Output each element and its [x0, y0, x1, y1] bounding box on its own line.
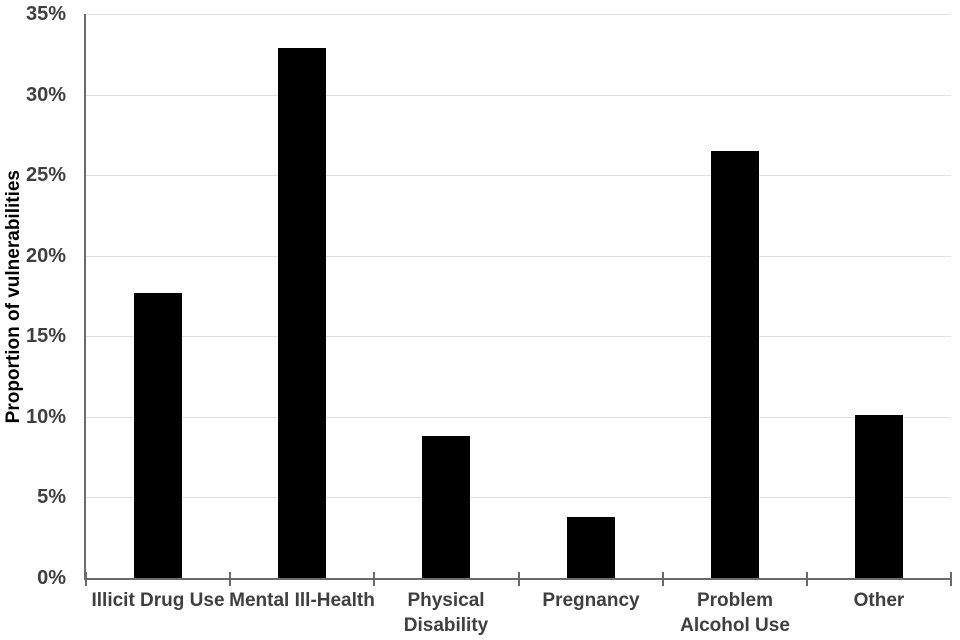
x-axis-category-label-line: Alcohol Use — [680, 615, 790, 636]
y-axis-tick-label: 0% — [37, 567, 66, 589]
x-axis-tick-mark — [229, 572, 231, 586]
gridline — [86, 256, 951, 257]
bar — [134, 293, 182, 578]
x-axis-category-label-line: Other — [853, 590, 905, 611]
x-axis-category-label: Illicit Drug Use — [91, 588, 224, 613]
x-axis-category-label-line: Mental Ill-Health — [229, 590, 375, 611]
bar — [711, 151, 759, 578]
x-axis-category-label: Mental Ill-Health — [229, 588, 375, 613]
x-axis-category-label-line: Physical — [407, 590, 485, 611]
gridline — [86, 95, 951, 96]
y-axis-tick-label: 15% — [25, 325, 66, 347]
gridline — [86, 175, 951, 176]
y-axis-tick-label: 10% — [25, 406, 66, 428]
gridline — [86, 336, 951, 337]
y-axis-tick-label: 30% — [25, 84, 66, 106]
x-axis-category-label: Problem Alcohol Use — [680, 588, 790, 638]
x-axis-tick-mark — [662, 572, 664, 586]
x-axis-category-label-line: Pregnancy — [542, 590, 640, 611]
x-axis-tick-mark — [518, 572, 520, 586]
x-axis-tick-mark — [806, 572, 808, 586]
gridline — [86, 417, 951, 418]
x-axis-category-label: Physical Disability — [404, 588, 488, 638]
gridline — [86, 14, 951, 15]
x-axis-tick-mark — [950, 572, 952, 586]
gridline — [86, 497, 951, 498]
bar — [422, 436, 470, 578]
bar — [855, 415, 903, 578]
plot-area — [84, 14, 951, 580]
x-axis-tick-mark — [373, 572, 375, 586]
x-axis-category-label-line: Problem — [696, 590, 774, 611]
y-axis-tick-label: 20% — [25, 245, 66, 267]
bar — [567, 517, 615, 578]
y-axis-tick-label: 5% — [37, 486, 66, 508]
bar — [278, 48, 326, 578]
y-axis-tick-label: 35% — [25, 3, 66, 25]
x-axis-category-label: Other — [854, 588, 905, 613]
x-axis-category-label-line: Disability — [403, 615, 489, 636]
y-axis-tick-label: 25% — [25, 164, 66, 186]
x-axis-category-label-line: Illicit Drug Use — [91, 590, 225, 611]
x-axis-category-label: Pregnancy — [542, 588, 639, 613]
x-axis-tick-mark — [85, 572, 87, 586]
y-axis-title: Proportion of vulnerabilities — [3, 170, 24, 424]
